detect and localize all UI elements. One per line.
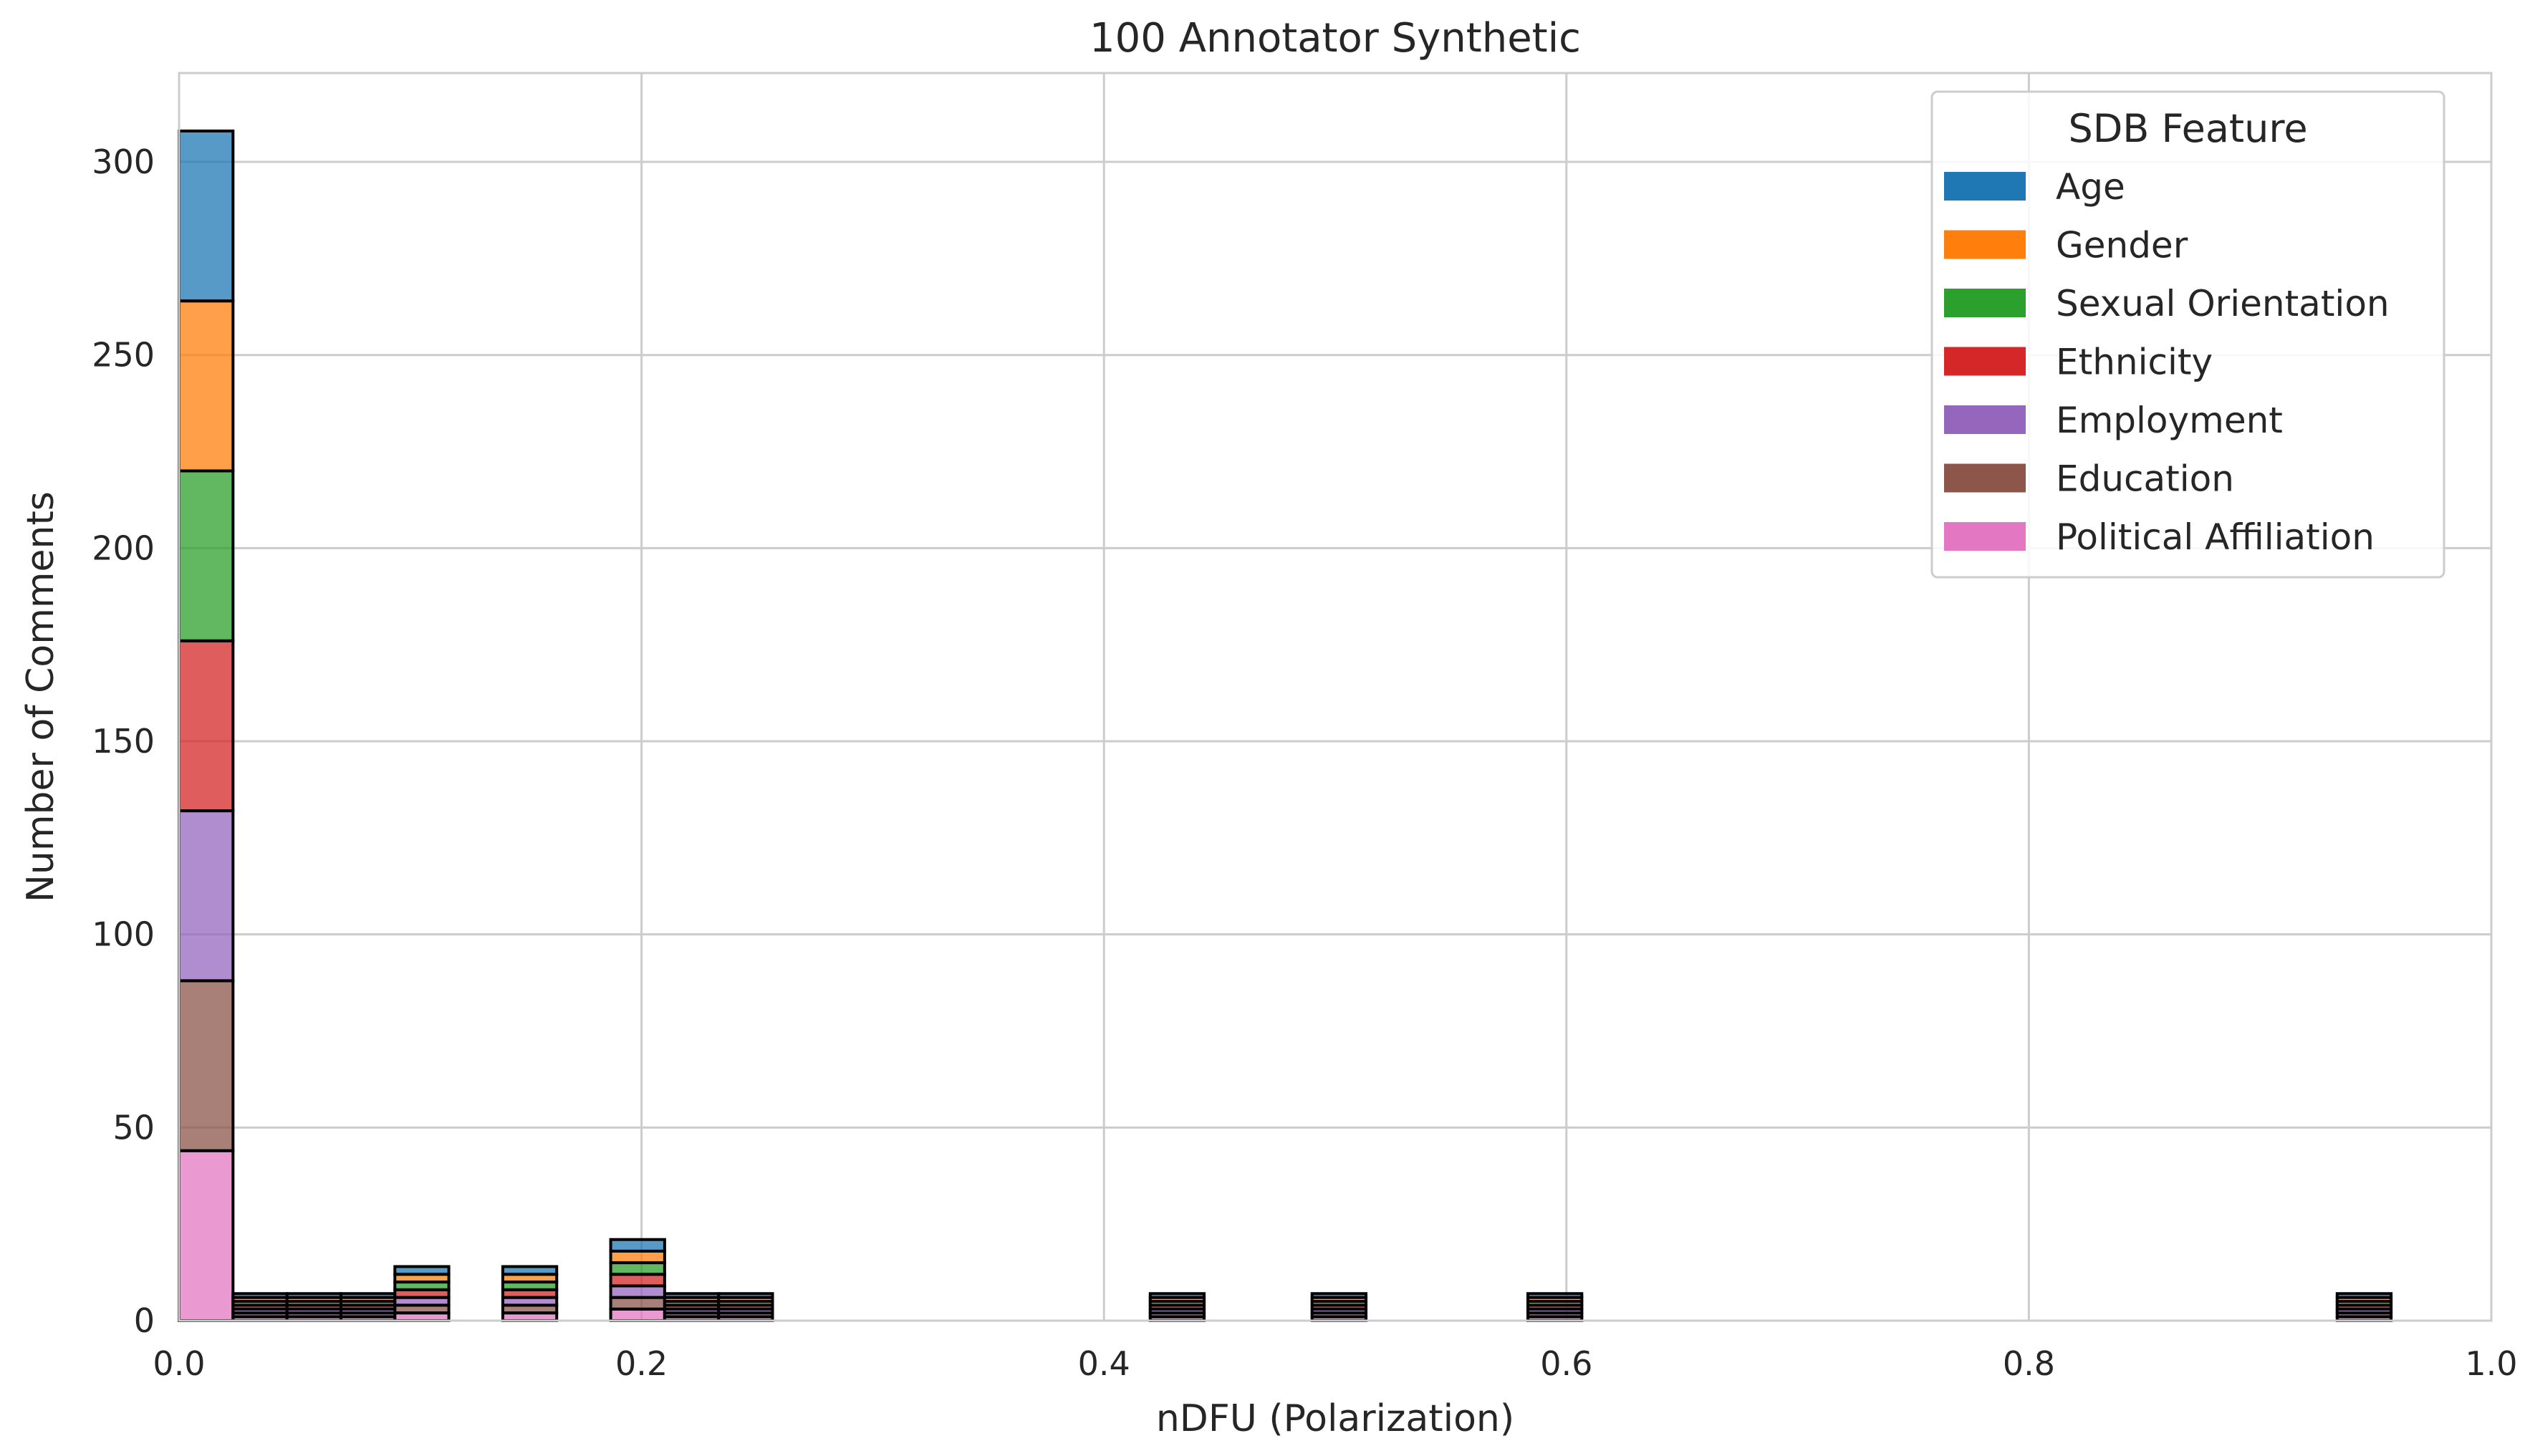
- legend-swatch-sexual-orientation: [1944, 289, 2026, 317]
- legend-title: SDB Feature: [2068, 106, 2307, 151]
- legend-swatch-political-affiliation: [1944, 522, 2026, 551]
- bar-age-bin-5: [501, 1265, 559, 1276]
- y-tick-label-0: 0: [134, 1301, 155, 1340]
- x-tick-label-1: 0.2: [615, 1344, 668, 1383]
- legend-label-gender: Gender: [2056, 225, 2188, 266]
- x-tick-label-3: 0.6: [1540, 1344, 1592, 1383]
- y-tick-label-6: 300: [92, 143, 155, 181]
- bar-education-bin-0: [178, 979, 235, 1152]
- legend-label-political-affiliation: Political Affiliation: [2056, 516, 2375, 558]
- x-tick-label-4: 0.8: [2003, 1344, 2055, 1383]
- legend-swatch-education: [1944, 463, 2026, 493]
- legend-swatch-age: [1944, 172, 2026, 201]
- legend-label-education: Education: [2056, 458, 2234, 500]
- bar-age-bin-2: [285, 1292, 342, 1299]
- y-tick-label-1: 50: [112, 1108, 155, 1147]
- histogram-bars: [178, 129, 2393, 1323]
- bar-gender-bin-0: [178, 299, 235, 473]
- bar-age-bin-3: [339, 1292, 397, 1299]
- y-tick-label-3: 150: [92, 722, 155, 761]
- x-axis-label: nDFU (Polarization): [1156, 1397, 1514, 1440]
- legend-label-sexual-orientation: Sexual Orientation: [2056, 283, 2390, 324]
- plot-frame: [178, 72, 2493, 1322]
- bar-age-bin-1: [231, 1292, 289, 1299]
- legend: SDB Feature Age Gender Sexual Orientation E…: [1930, 90, 2445, 579]
- legend-swatch-ethnicity: [1944, 347, 2026, 376]
- bar-age-bin-0: [178, 129, 235, 303]
- bar-age-bin-12: [2335, 1292, 2393, 1299]
- bar-ethnicity-bin-0: [178, 639, 235, 813]
- bar-age-bin-11: [1526, 1292, 1584, 1299]
- bar-age-bin-7: [663, 1292, 721, 1299]
- legend-label-ethnicity: Ethnicity: [2056, 342, 2213, 383]
- y-tick-label-5: 250: [92, 336, 155, 375]
- x-tick-labels: 0.0 0.2 0.4 0.6 0.8 1.0: [153, 1344, 2517, 1383]
- legend-label-employment: Employment: [2056, 400, 2283, 441]
- chart-title: 100 Annotator Synthetic: [1090, 15, 1581, 62]
- bar-ethnicity-bin-6: [609, 1273, 666, 1288]
- legend-swatch-employment: [1944, 405, 2026, 434]
- bar-political-affiliation-bin-6: [609, 1307, 666, 1323]
- bar-age-bin-9: [1148, 1292, 1206, 1299]
- bar-employment-bin-0: [178, 809, 235, 983]
- legend-swatch-gender: [1944, 230, 2026, 259]
- bar-education-bin-6: [609, 1296, 666, 1311]
- bar-gender-bin-6: [609, 1249, 666, 1265]
- bar-age-bin-8: [717, 1292, 774, 1299]
- y-tick-label-4: 200: [92, 529, 155, 567]
- legend-box: [1930, 90, 2445, 579]
- legend-label-age: Age: [2056, 166, 2125, 208]
- x-tick-label-0: 0.0: [153, 1344, 205, 1383]
- y-axis-label: Number of Comments: [19, 491, 62, 902]
- y-tick-label-2: 100: [92, 915, 155, 954]
- x-tick-label-5: 1.0: [2465, 1344, 2517, 1383]
- bar-sexual-orientation-bin-6: [609, 1261, 666, 1276]
- bar-employment-bin-6: [609, 1284, 666, 1299]
- bar-age-bin-4: [393, 1265, 451, 1276]
- bar-sexual-orientation-bin-0: [178, 469, 235, 642]
- bar-political-affiliation-bin-0: [178, 1149, 235, 1323]
- bar-age-bin-10: [1310, 1292, 1368, 1299]
- x-tick-label-2: 0.4: [1078, 1344, 1130, 1383]
- legend-items: Age Gender Sexual Orientation Ethnicity Empl…: [1944, 166, 2390, 558]
- y-tick-labels: 0 50 100 150 200 250 300: [92, 143, 155, 1340]
- bar-age-bin-6: [609, 1238, 666, 1253]
